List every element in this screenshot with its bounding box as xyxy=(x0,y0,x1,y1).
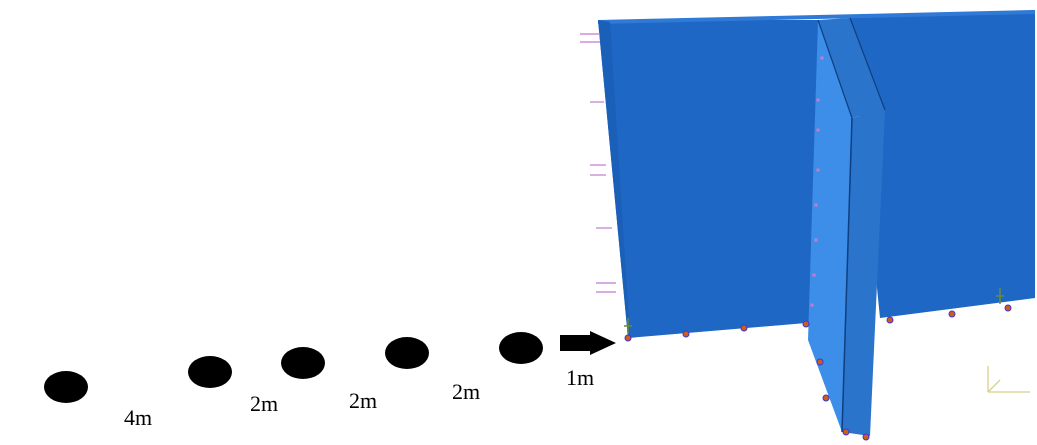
spacing-label-2: 2m xyxy=(250,391,278,416)
charge-2 xyxy=(188,356,232,388)
support-constraint-triangles xyxy=(624,288,1004,334)
rib-front-face xyxy=(808,20,852,432)
rib-edge-line xyxy=(841,117,853,433)
rib-top-face xyxy=(818,18,885,118)
direction-arrow-icon xyxy=(560,331,616,355)
spacing-label-4: 2m xyxy=(452,379,480,404)
wall-left-panel xyxy=(598,20,818,338)
wall-top-edge xyxy=(598,10,1035,24)
axis-triad-icon xyxy=(987,366,1030,393)
charges xyxy=(44,332,543,403)
charge-3 xyxy=(281,347,325,379)
spacing-label-3: 2m xyxy=(349,388,377,413)
rib-side-face xyxy=(842,110,885,436)
pressure-load-arrows xyxy=(580,33,616,293)
spacing-label-1: 4m xyxy=(124,405,152,430)
rib-load-markers xyxy=(810,56,824,307)
wall-left-edge xyxy=(598,20,630,338)
charge-4 xyxy=(385,337,429,369)
spacing-label-5: 1m xyxy=(566,365,594,390)
wall-right-panel xyxy=(850,10,1035,318)
support-markers xyxy=(624,304,1012,441)
charge-1 xyxy=(44,371,88,403)
rib-edge-line xyxy=(849,17,886,111)
rib-edge-line xyxy=(817,19,853,119)
charge-5 xyxy=(499,332,543,364)
